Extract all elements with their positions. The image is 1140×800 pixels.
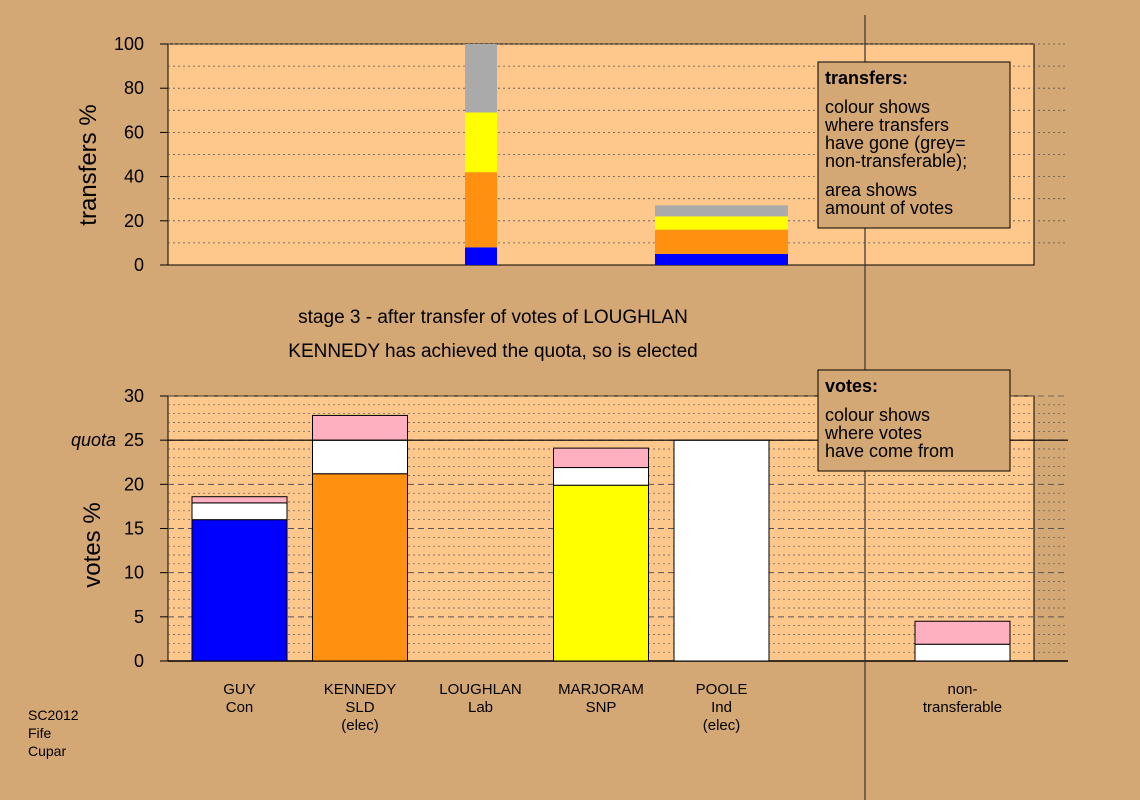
y-tick-label: 0 <box>134 255 144 275</box>
vote-segment <box>553 447 649 469</box>
candidate-label: SNP <box>586 699 617 716</box>
votes-y-ticks: 0 5 10 15 20 25 30 <box>124 386 168 671</box>
vote-segment <box>191 496 288 504</box>
transfers-legend-line: non-transferable); <box>825 151 967 171</box>
votes-legend-line: colour shows <box>825 405 930 425</box>
y-tick-label: 100 <box>114 34 144 54</box>
vote-segment <box>673 439 770 662</box>
candidate-labels: GUYConKENNEDYSLD(elec)LOUGHLANLabMARJORA… <box>223 681 1002 734</box>
candidate-label: SLD <box>345 699 374 716</box>
vote-segment <box>312 414 408 441</box>
candidate-label: KENNEDY <box>324 681 397 698</box>
votes-legend-title: votes: <box>825 376 878 396</box>
y-tick-label: 0 <box>134 651 144 671</box>
quota-label: quota <box>71 430 116 450</box>
transfer-segment <box>655 205 788 217</box>
candidate-label: Ind <box>711 699 732 716</box>
transfers-legend-line: area shows <box>825 180 917 200</box>
votes-legend-line: have come from <box>825 441 954 461</box>
result-title: KENNEDY has achieved the quota, so is el… <box>288 341 697 362</box>
y-tick-label: 5 <box>134 607 144 627</box>
y-tick-label: 10 <box>124 563 144 583</box>
transfer-segment <box>655 253 788 265</box>
transfer-segment <box>465 44 497 113</box>
candidate-label: MARJORAM <box>558 681 644 698</box>
y-tick-label: 80 <box>124 78 144 98</box>
credit-line: Fife <box>28 725 52 741</box>
y-tick-label: 60 <box>124 122 144 142</box>
vote-segment <box>312 439 408 475</box>
candidate-label: (elec) <box>703 717 741 734</box>
candidate-label: Con <box>226 699 254 716</box>
stage-title: stage 3 - after transfer of votes of LOU… <box>298 307 688 328</box>
y-tick-label: 25 <box>124 430 144 450</box>
transfers-legend-line: amount of votes <box>825 198 953 218</box>
transfer-segment <box>465 172 497 248</box>
vote-segment <box>553 467 649 486</box>
credit-line: SC2012 <box>28 707 79 723</box>
candidate-label: POOLE <box>696 681 748 698</box>
candidate-label: (elec) <box>341 717 379 734</box>
votes-legend: votes: colour shows where votes have com… <box>817 369 1011 472</box>
transfers-legend-line: colour shows <box>825 97 930 117</box>
y-tick-label: 30 <box>124 386 144 406</box>
votes-y-axis-label: votes % <box>79 502 106 587</box>
transfers-y-axis-label: transfers % <box>75 104 102 225</box>
transfers-y-ticks: 0 20 40 60 80 100 <box>114 34 168 275</box>
transfers-legend-line: where transfers <box>824 115 949 135</box>
transfer-segment <box>465 112 497 173</box>
votes-legend-line: where votes <box>824 423 922 443</box>
y-tick-label: 20 <box>124 211 144 231</box>
transfer-segment <box>465 247 497 265</box>
credit-line: Cupar <box>28 743 66 759</box>
vote-segment <box>914 620 1011 645</box>
y-tick-label: 20 <box>124 474 144 494</box>
transfers-legend-title: transfers: <box>825 68 908 88</box>
candidate-label: LOUGHLAN <box>439 681 522 698</box>
transfer-segment <box>655 229 788 254</box>
candidate-label: Lab <box>468 699 493 716</box>
candidate-label: transferable <box>923 699 1002 716</box>
vote-segment <box>914 643 1011 662</box>
transfer-segment <box>655 216 788 230</box>
transfers-bars <box>465 44 788 265</box>
y-tick-label: 15 <box>124 519 144 539</box>
votes-legend-box <box>817 369 1011 472</box>
vote-segment <box>191 502 288 521</box>
vote-segment <box>191 519 288 662</box>
candidate-label: non- <box>947 681 977 698</box>
transfers-legend: transfers: colour shows where transfers … <box>817 61 1011 229</box>
transfers-legend-line: have gone (grey= <box>825 133 966 153</box>
candidate-label: GUY <box>223 681 256 698</box>
transfers-legend-box <box>817 61 1011 229</box>
vote-segment <box>312 473 408 662</box>
y-tick-label: 40 <box>124 167 144 187</box>
vote-segment <box>553 484 649 662</box>
